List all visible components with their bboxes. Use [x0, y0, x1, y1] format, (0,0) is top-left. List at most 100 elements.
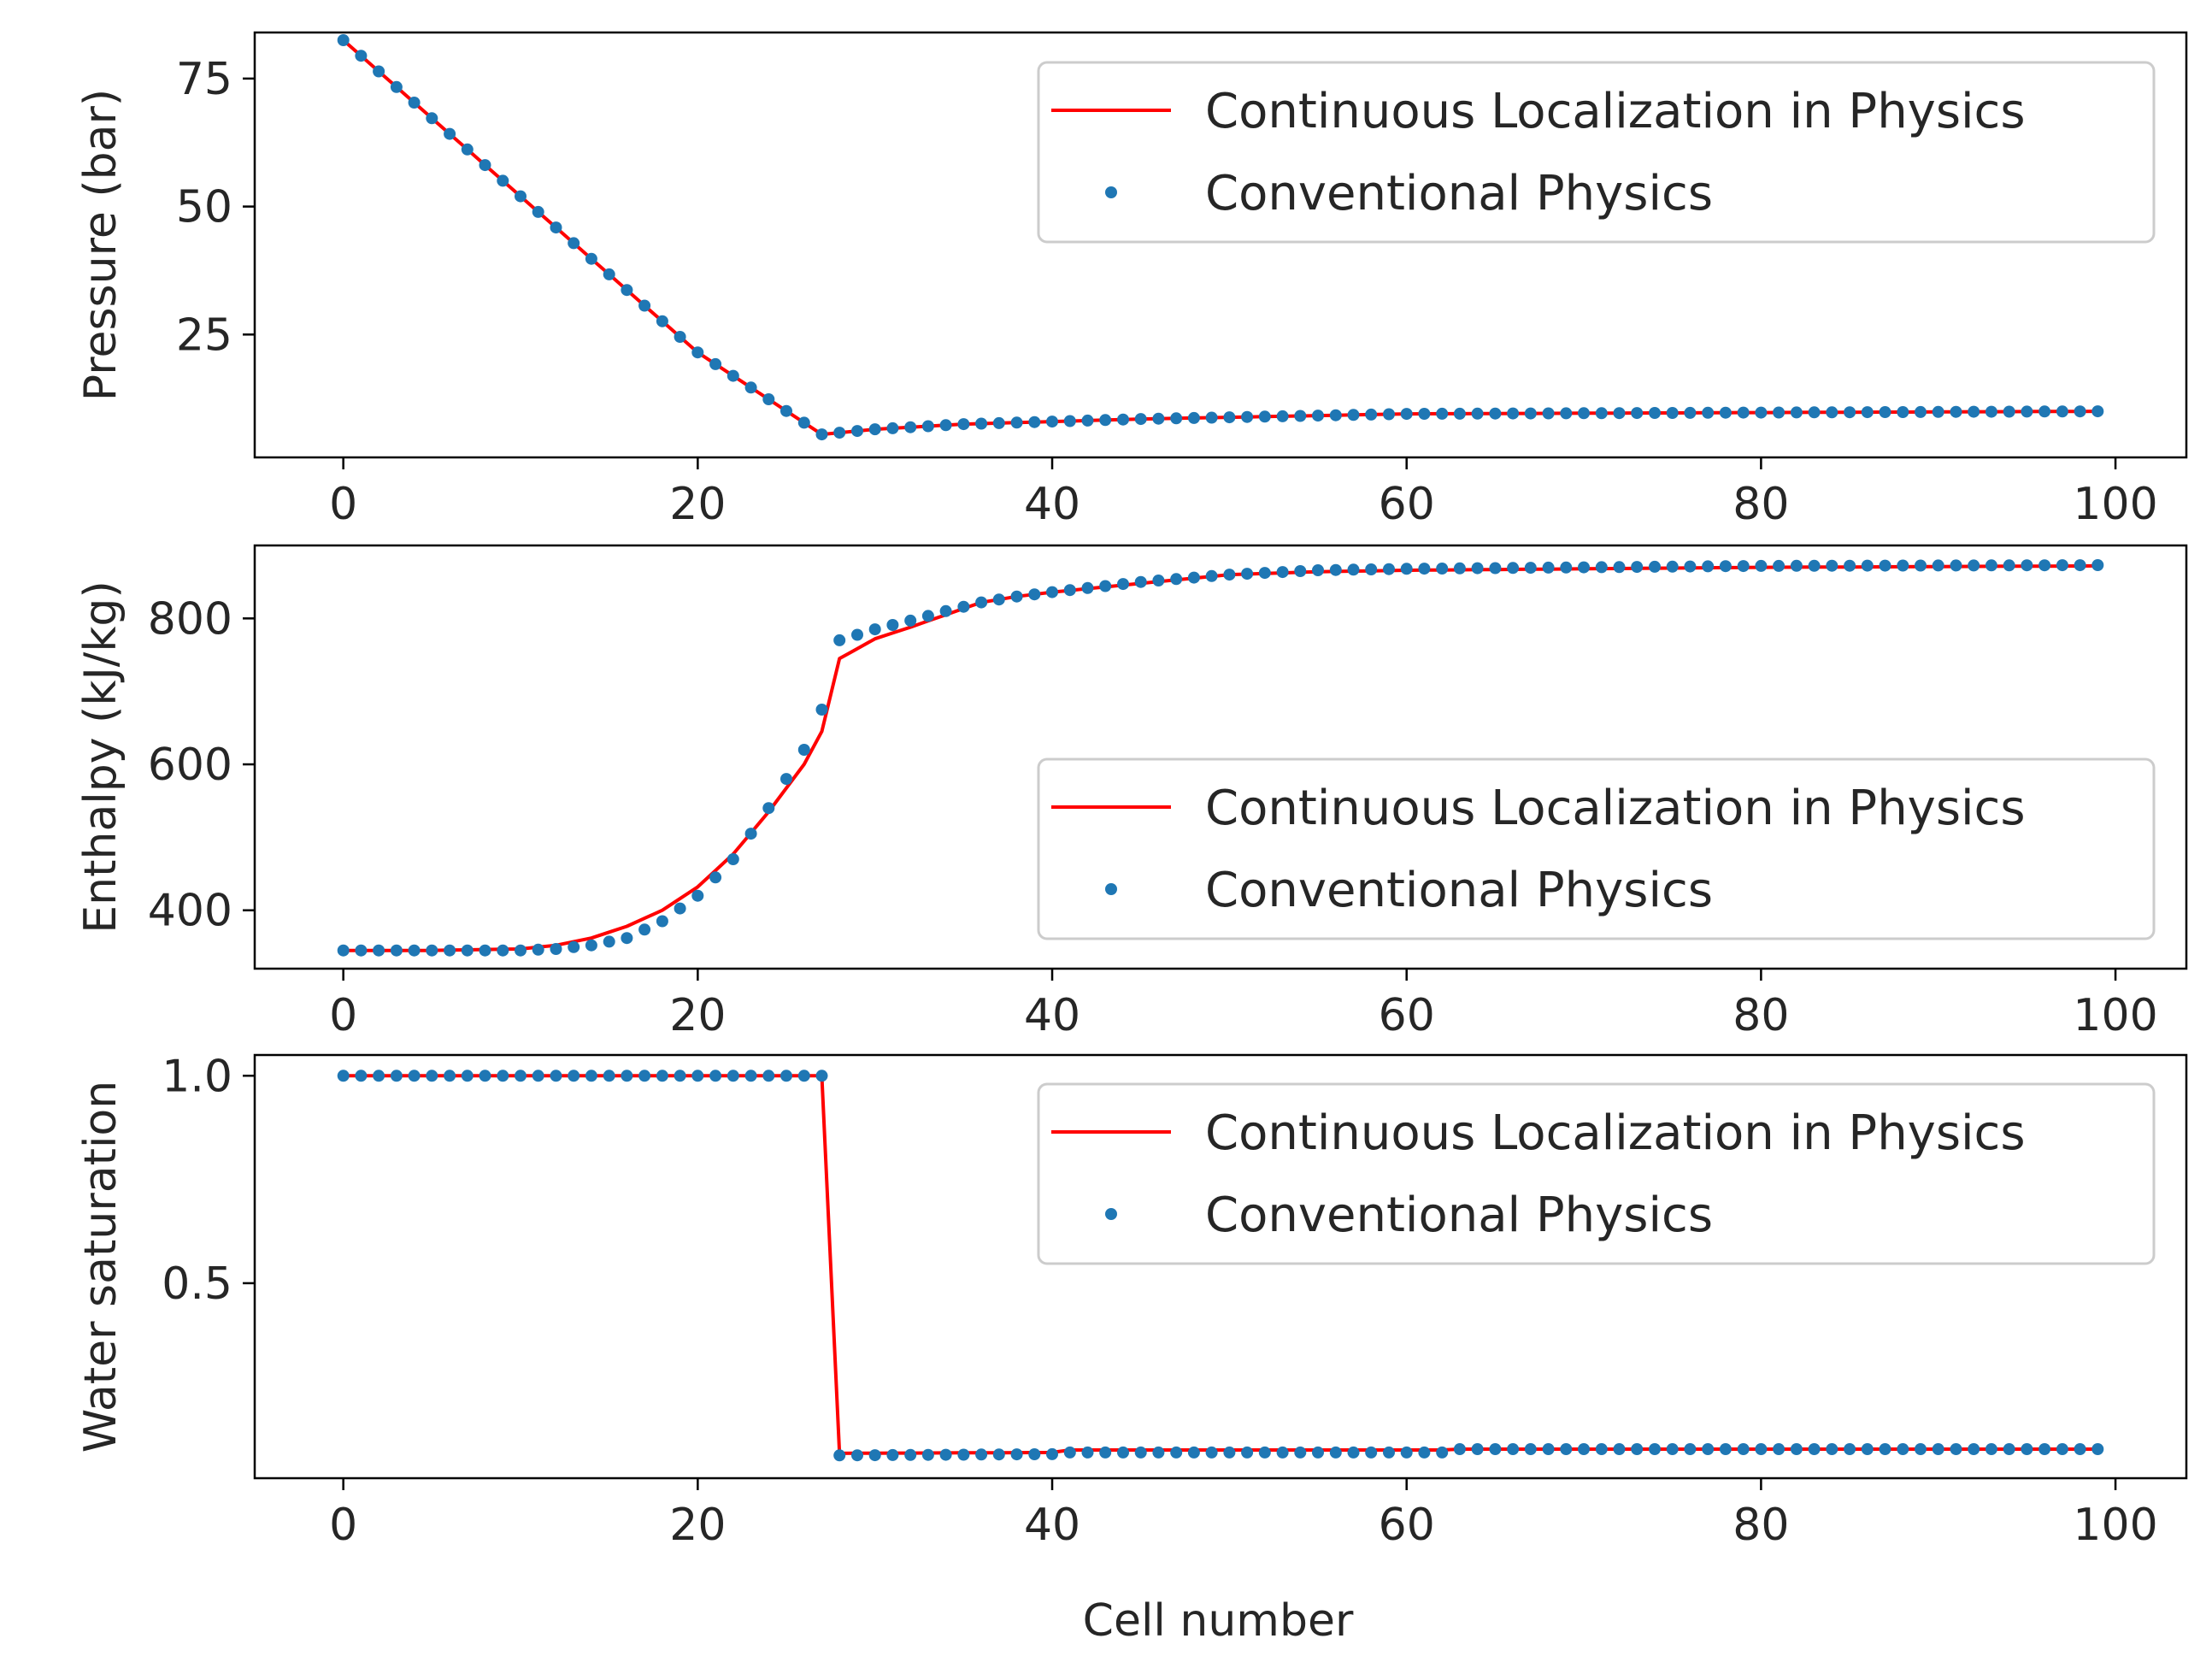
y-tick-label: 600 — [148, 740, 232, 791]
data-point — [744, 1070, 757, 1082]
data-point — [1081, 414, 1094, 427]
data-point — [1560, 561, 1573, 574]
data-point — [585, 939, 597, 952]
data-point — [1985, 559, 1997, 572]
data-point — [479, 944, 491, 957]
series-line-1 — [342, 38, 2098, 437]
data-point — [1365, 408, 1378, 421]
data-point — [1347, 1446, 1360, 1459]
data-point — [1223, 1446, 1236, 1459]
data-point — [1276, 566, 1289, 579]
data-point — [1578, 1443, 1590, 1455]
data-point — [1187, 1446, 1200, 1459]
data-point — [1471, 407, 1484, 420]
legend: Continuous Localization in Physics Conven… — [1037, 61, 2156, 244]
data-point — [603, 1070, 615, 1082]
x-tick-label: 100 — [2073, 1500, 2157, 1551]
data-point — [1755, 406, 1768, 419]
data-point — [904, 1448, 917, 1461]
data-point — [408, 97, 421, 109]
data-point — [2021, 405, 2033, 418]
data-point — [1897, 406, 1909, 418]
data-point — [1861, 1443, 1874, 1455]
data-point — [921, 1448, 934, 1461]
data-point — [868, 423, 881, 436]
data-point — [1578, 407, 1590, 420]
data-point — [1046, 1447, 1058, 1460]
panel-2: 0 20 40 60 80 100 400 600 800 Enthalpy (kJ/kg) Con… — [75, 544, 2188, 1041]
legend-label: Conventional Physics — [1205, 1188, 1713, 1243]
data-point — [1205, 411, 1218, 424]
data-point — [550, 1070, 562, 1082]
data-point — [1152, 1446, 1165, 1459]
data-point — [373, 65, 385, 78]
data-point — [886, 1448, 899, 1461]
panels: 0 20 40 60 80 100 25 50 75 Pressure (bar) Continuo… — [75, 31, 2188, 1551]
data-point — [1453, 1443, 1466, 1455]
data-point — [444, 127, 456, 140]
data-point — [1028, 416, 1041, 428]
data-point — [992, 593, 1005, 606]
data-point — [727, 1070, 739, 1082]
data-point — [1542, 1443, 1555, 1455]
data-point — [1205, 1446, 1218, 1459]
data-point — [1294, 565, 1307, 577]
data-point — [780, 404, 792, 417]
data-point — [1400, 1446, 1413, 1459]
data-point — [2074, 1443, 2086, 1455]
data-point — [674, 1070, 686, 1082]
data-point — [1276, 410, 1289, 422]
data-point — [1418, 408, 1431, 420]
data-point — [1932, 1443, 1944, 1455]
data-point — [1524, 1443, 1537, 1455]
data-point — [1471, 1443, 1484, 1455]
data-point — [1276, 1446, 1289, 1459]
axes-frame — [253, 1053, 2188, 1480]
data-point — [568, 237, 580, 250]
y-tick-label: 800 — [148, 593, 232, 645]
data-point — [1312, 1446, 1324, 1459]
data-point — [1241, 1446, 1254, 1459]
legend-label: Continuous Localization in Physics — [1205, 84, 2026, 139]
data-point — [1117, 578, 1129, 591]
data-point — [975, 1448, 988, 1461]
data-point — [1879, 1443, 1891, 1455]
x-tick-label: 20 — [669, 990, 726, 1041]
data-point — [797, 1070, 810, 1082]
data-point — [444, 944, 456, 957]
data-point — [1471, 562, 1484, 575]
data-point — [1258, 567, 1271, 580]
data-point — [1205, 569, 1218, 582]
data-point — [1578, 561, 1590, 574]
data-point — [337, 34, 350, 46]
data-point — [1312, 564, 1324, 576]
data-point — [797, 744, 810, 756]
data-point — [1684, 560, 1697, 573]
data-point — [1524, 562, 1537, 575]
data-point — [691, 889, 704, 902]
data-point — [1063, 584, 1076, 597]
data-point — [815, 704, 828, 716]
data-point — [1258, 1446, 1271, 1459]
data-point — [1950, 405, 1962, 418]
x-axis-label: Cell number — [1083, 1595, 1354, 1647]
data-point — [780, 1070, 792, 1082]
data-point — [1737, 560, 1750, 573]
data-point — [1028, 1448, 1041, 1460]
data-point — [868, 623, 881, 636]
x-tick-label: 60 — [1379, 990, 1435, 1041]
axes-frame — [253, 544, 2188, 970]
data-point — [1861, 406, 1874, 419]
data-point — [1383, 408, 1395, 421]
data-point — [851, 425, 863, 438]
data-point — [1542, 561, 1555, 574]
data-point — [1418, 1446, 1431, 1459]
data-point — [1719, 560, 1732, 573]
data-point — [444, 1070, 456, 1082]
data-point — [1560, 1443, 1573, 1455]
series-line-1 — [343, 563, 2098, 952]
legend-label: Conventional Physics — [1205, 863, 1713, 918]
data-point — [2038, 1443, 2051, 1455]
data-point — [603, 268, 615, 280]
